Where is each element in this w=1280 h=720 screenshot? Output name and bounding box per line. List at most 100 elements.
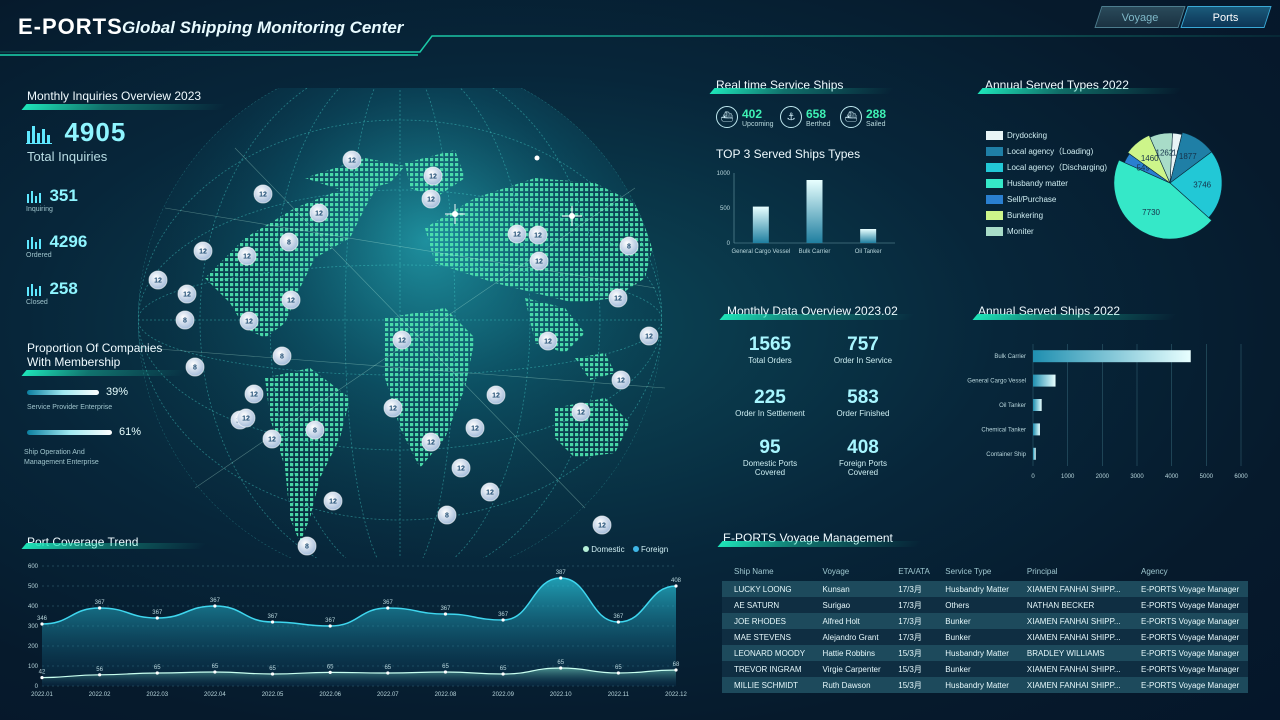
port-marker[interactable]: 12 <box>342 150 362 170</box>
port-marker[interactable]: 12 <box>465 418 485 438</box>
pie-legend-item[interactable]: Local agency（Loading) <box>986 143 1107 159</box>
port-marker[interactable]: 12 <box>538 331 558 351</box>
port-marker[interactable]: 12 <box>592 515 612 535</box>
port-marker[interactable]: 12 <box>507 224 527 244</box>
pie-legend-item[interactable]: Husbandy matter <box>986 175 1107 191</box>
annual-ships-underline <box>972 314 1178 320</box>
port-marker[interactable]: 8 <box>185 357 205 377</box>
port-marker[interactable]: 8 <box>305 420 325 440</box>
md-foreign-label-2: Covered <box>847 468 879 477</box>
port-marker-count: 12 <box>471 426 479 433</box>
port-marker[interactable]: 12 <box>244 384 264 404</box>
foreign-point <box>155 616 159 620</box>
voyage-column-header[interactable]: Agency <box>1141 566 1168 576</box>
pie-legend-label: Bunkering <box>1007 210 1044 220</box>
port-marker[interactable]: 12 <box>253 184 273 204</box>
port-marker-count: 12 <box>154 278 162 285</box>
port-marker[interactable]: 8 <box>279 232 299 252</box>
port-marker[interactable]: 12 <box>421 432 441 452</box>
port-marker[interactable]: 8 <box>297 536 317 556</box>
foreign-area <box>42 578 676 686</box>
port-marker-count: 12 <box>250 392 258 399</box>
domestic-value-label: 65 <box>500 666 507 672</box>
pie-value-label: 519 <box>1168 148 1182 157</box>
port-marker[interactable]: 8 <box>272 346 292 366</box>
port-marker[interactable]: 12 <box>451 458 471 478</box>
trend-ytick: 600 <box>28 564 39 570</box>
voyage-cell: Alejandro Grant <box>810 629 887 645</box>
foreign-point <box>443 612 448 616</box>
port-marker[interactable]: 12 <box>309 203 329 223</box>
tab-ports[interactable]: Ports <box>1180 6 1272 28</box>
port-marker[interactable]: 12 <box>480 482 500 502</box>
voyage-row[interactable]: AE SATURN Surigao 17/3月 Others NATHAN BECKER… <box>722 597 1248 613</box>
monthly-data-underline <box>719 314 915 320</box>
voyage-row[interactable]: TREVOR INGRAM Virgie Carpenter 15/3月 Bunker… <box>722 661 1248 677</box>
pie-legend-item[interactable]: Local agency（Discharging) <box>986 159 1107 175</box>
port-marker[interactable]: 12 <box>608 288 628 308</box>
ships-xtick: 4000 <box>1165 474 1179 480</box>
voyage-row[interactable]: LUCKY LOONG Kunsan 17/3月 Husbandry Matter XI… <box>722 581 1248 597</box>
voyage-row[interactable]: MILLIE SCHMIDT Ruth Dawson 15/3月 Husbandry … <box>722 677 1248 693</box>
port-marker[interactable]: 12 <box>148 270 168 290</box>
port-marker[interactable]: 12 <box>177 284 197 304</box>
pie-legend-label: Local agency（Discharging) <box>1007 162 1108 172</box>
domestic-value-label: 65 <box>327 664 334 670</box>
port-marker[interactable]: 12 <box>423 166 443 186</box>
voyage-column-header[interactable]: Voyage <box>822 566 850 576</box>
trend-xtick: 2022.07 <box>377 692 399 698</box>
port-marker[interactable]: 12 <box>529 251 549 271</box>
port-marker[interactable]: 12 <box>639 326 659 346</box>
voyage-row[interactable]: LEONARD MOODY Hattie Robbins 15/3月 Husbandr… <box>722 645 1248 661</box>
pie-legend-item[interactable]: Sell/Purchase <box>986 191 1107 207</box>
ships-xtick: 1000 <box>1061 474 1075 480</box>
pie-legend-item[interactable]: Drydocking <box>986 127 1107 143</box>
voyage-cell: NATHAN BECKER <box>1014 597 1129 613</box>
pie-slice <box>1127 134 1171 184</box>
port-marker[interactable]: 8 <box>619 236 639 256</box>
domestic-point <box>270 672 275 676</box>
pie-legend-label: Husbandy matter <box>1007 178 1068 188</box>
voyage-column-header[interactable]: Ship Name <box>734 566 774 576</box>
tab-voyage[interactable]: Voyage <box>1094 6 1186 28</box>
foreign-point <box>98 606 102 610</box>
voyage-row[interactable]: MAE STEVENS Alejandro Grant 17/3月 Bunker XIA… <box>722 629 1248 645</box>
port-marker[interactable]: 8 <box>437 505 457 525</box>
sailed-label: Sailed <box>866 120 886 128</box>
port-marker[interactable]: 12 <box>323 491 343 511</box>
voyage-column-header[interactable]: ETA/ATA <box>898 566 930 576</box>
port-marker[interactable]: 12 <box>239 311 259 331</box>
port-marker[interactable]: 12 <box>281 290 301 310</box>
voyage-row[interactable]: JOE RHODES Alfred Holt 17/3月 Bunker XIAMEN F… <box>722 613 1248 629</box>
pie-legend-label: Moniter <box>1007 226 1034 236</box>
inquiring-stat: 351 <box>26 186 78 206</box>
port-marker[interactable]: 12 <box>237 246 257 266</box>
total-inquiries: 4905 <box>26 117 126 148</box>
port-marker[interactable]: 12 <box>571 402 591 422</box>
port-marker[interactable]: 12 <box>392 330 412 350</box>
voyage-table-wrap: Ship Name Voyage ETA/ATA Service Type Princi… <box>722 565 1248 693</box>
foreign-line <box>41 577 677 627</box>
domestic-value-label: 56 <box>96 667 103 673</box>
upcoming-value: 402 <box>742 106 763 121</box>
voyage-cell: TREVOR INGRAM <box>722 661 811 677</box>
pie-legend-item[interactable]: Moniter <box>986 223 1107 239</box>
port-marker[interactable]: 8 <box>175 310 195 330</box>
port-marker[interactable]: 12 <box>528 225 548 245</box>
voyage-cell: MILLIE SCHMIDT <box>722 677 811 693</box>
port-marker-count: 12 <box>492 393 500 400</box>
port-marker[interactable]: 12 <box>236 408 256 428</box>
membership-progress-2 <box>27 430 112 435</box>
voyage-column-header[interactable]: Service Type <box>945 566 992 576</box>
voyage-column-header[interactable]: Principal <box>1026 566 1058 576</box>
port-marker[interactable]: 12 <box>611 370 631 390</box>
port-marker[interactable]: 12 <box>486 385 506 405</box>
port-marker[interactable]: 12 <box>383 398 403 418</box>
port-marker[interactable]: 12 <box>421 189 441 209</box>
pie-legend-item[interactable]: Bunkering <box>986 207 1107 223</box>
port-marker[interactable]: 12 <box>193 241 213 261</box>
domestic-value-label: 65 <box>384 665 391 671</box>
ships-bar <box>1033 374 1056 387</box>
port-marker[interactable]: 12 <box>262 429 282 449</box>
